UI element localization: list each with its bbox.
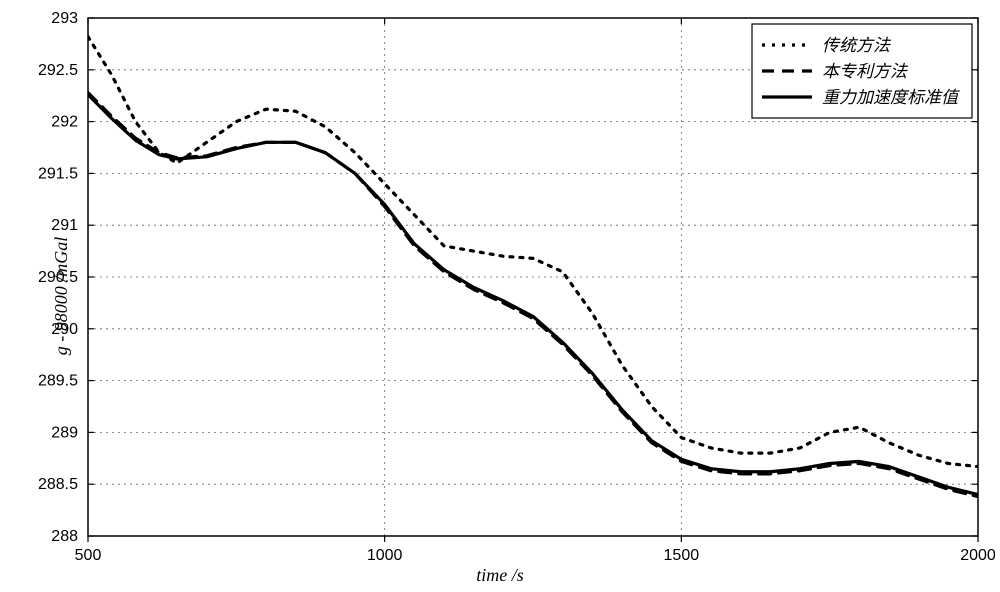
- svg-text:289: 289: [51, 424, 78, 441]
- svg-text:291.5: 291.5: [38, 165, 78, 182]
- chart-container: 500100015002000288288.5289289.5290290.52…: [0, 0, 1000, 592]
- x-axis-label-text: time /s: [476, 565, 524, 585]
- svg-text:292: 292: [51, 114, 78, 131]
- svg-text:1000: 1000: [367, 547, 403, 564]
- svg-text:291: 291: [51, 217, 78, 234]
- svg-text:293: 293: [51, 10, 78, 27]
- svg-text:288: 288: [51, 528, 78, 545]
- svg-text:2000: 2000: [960, 547, 996, 564]
- svg-text:289.5: 289.5: [38, 373, 78, 390]
- svg-text:重力加速度标准值: 重力加速度标准值: [822, 88, 960, 107]
- svg-text:1500: 1500: [664, 547, 700, 564]
- svg-text:本专利方法: 本专利方法: [822, 62, 909, 81]
- svg-text:500: 500: [75, 547, 102, 564]
- y-axis-label: g - 98000 /mGal: [51, 237, 72, 356]
- x-axis-label: time /s: [476, 565, 524, 586]
- svg-text:288.5: 288.5: [38, 476, 78, 493]
- y-axis-label-text: g - 98000 /mGal: [51, 237, 71, 356]
- svg-text:292.5: 292.5: [38, 62, 78, 79]
- svg-text:传统方法: 传统方法: [822, 36, 892, 55]
- line-chart: 500100015002000288288.5289289.5290290.52…: [0, 0, 1000, 592]
